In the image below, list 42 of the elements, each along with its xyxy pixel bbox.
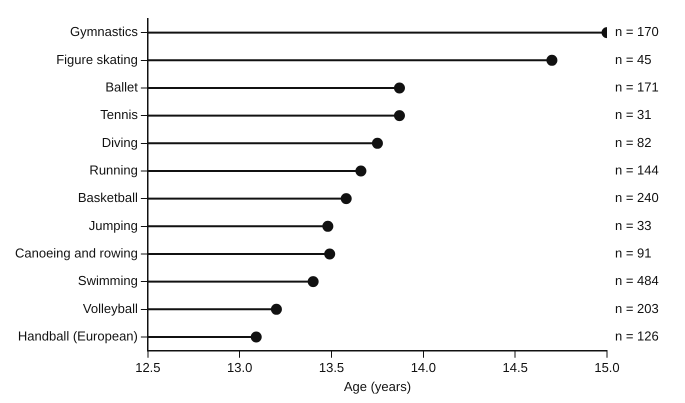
point (324, 248, 336, 260)
y-tick-label: Jumping (88, 218, 138, 233)
point (372, 138, 383, 149)
point (250, 331, 262, 342)
y-tick-label: Tennis (100, 107, 138, 122)
point (355, 165, 366, 176)
x-tick-label: 14.0 (410, 360, 436, 376)
y-tick-label: Canoeing and rowing (14, 246, 138, 261)
x-tick-label: 13.0 (227, 360, 252, 376)
y-tick-label: Handball (European) (18, 328, 138, 344)
text: n = 203 (615, 300, 659, 316)
x-tick-label: 13.5 (318, 360, 344, 376)
text: n = 240 (615, 190, 659, 206)
point (394, 110, 405, 122)
x-tick-label: 14.5 (502, 360, 528, 376)
y-tick-label: Volleyball (82, 300, 138, 316)
text: n = 126 (615, 328, 659, 344)
point (340, 193, 352, 204)
point (308, 276, 319, 288)
text: n = 45 (615, 52, 652, 67)
text: n = 170 (615, 24, 659, 40)
point (270, 304, 282, 315)
x-tick-label: 12.5 (135, 360, 161, 376)
y-tick-label: Basketball (78, 190, 138, 206)
text: n = 144 (615, 162, 659, 178)
text: n = 484 (615, 273, 659, 288)
point (322, 220, 334, 232)
x-axis-title: Age (years) (344, 378, 412, 394)
point (394, 82, 405, 94)
y-tick-label: Ballet (105, 80, 138, 95)
text: n = 82 (615, 134, 652, 150)
text: n = 91 (615, 246, 652, 261)
point (546, 54, 558, 66)
y-tick-label: Swimming (78, 273, 138, 288)
y-tick-label: Running (89, 162, 138, 178)
y-tick-label: Diving (102, 134, 138, 150)
x-tick-label: 15.0 (594, 360, 620, 376)
y-tick-label: Figure skating (56, 52, 138, 67)
text: n = 33 (615, 218, 652, 233)
y-tick-label: Gymnastics (70, 24, 138, 40)
text: n = 171 (615, 80, 659, 95)
text: n = 31 (615, 107, 652, 122)
